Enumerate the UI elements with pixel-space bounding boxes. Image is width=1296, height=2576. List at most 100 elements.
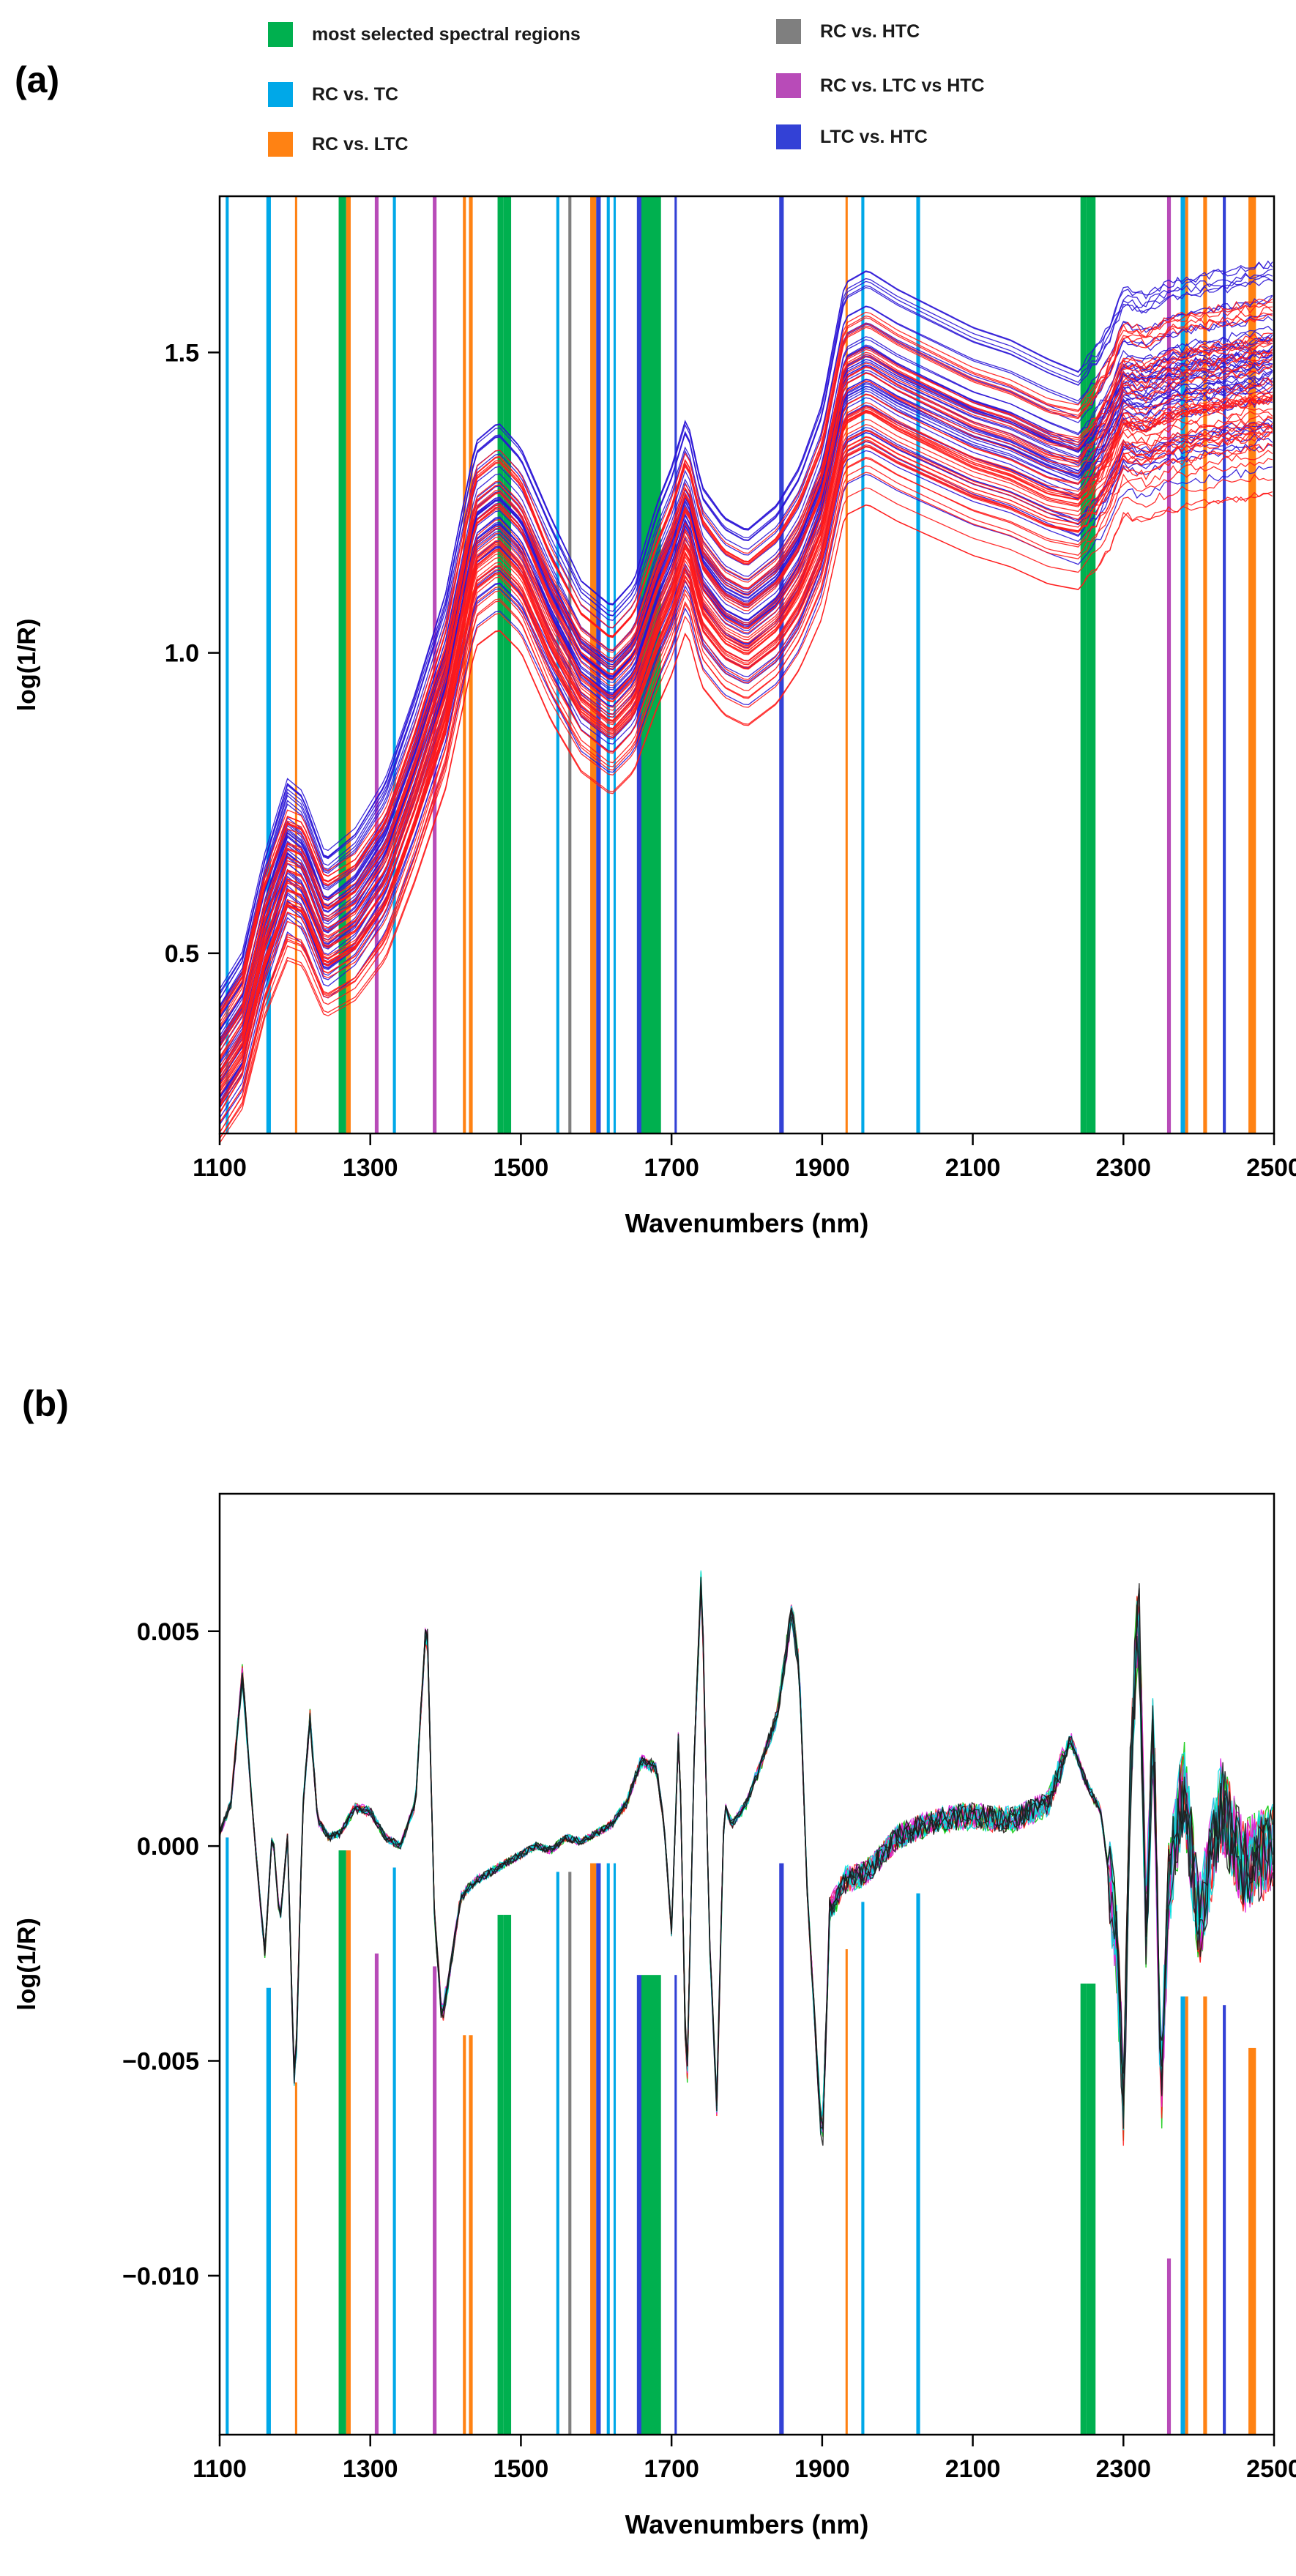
highlight-band: [1223, 196, 1226, 1133]
highlight-band: [294, 196, 297, 1133]
spectrum-line: [219, 268, 1273, 989]
spectrum-line: [219, 379, 1273, 1061]
highlight-band: [1248, 196, 1256, 1133]
highlight-band: [469, 196, 473, 1133]
highlight-band: [1080, 196, 1087, 1133]
highlight-band: [294, 2082, 297, 2435]
highlight-bands: [226, 1837, 1256, 2435]
highlight-band: [916, 1893, 920, 2435]
highlight-band: [596, 1863, 601, 2435]
y-axis-title: log(1/R): [13, 619, 41, 712]
highlight-band: [346, 196, 351, 1133]
highlight-band: [226, 1837, 229, 2435]
highlight-band: [266, 1987, 271, 2435]
highlight-band: [1203, 196, 1207, 1133]
highlight-band: [469, 2035, 473, 2435]
highlight-band: [338, 1850, 346, 2435]
highlight-band: [1080, 1983, 1087, 2435]
legend-item: LTC vs. HTC: [776, 124, 928, 149]
highlight-band: [568, 1872, 572, 2435]
spectrum-line: [219, 394, 1273, 1082]
plot-frame: [218, 1492, 1275, 2436]
highlight-band: [916, 196, 920, 1133]
spectrum-line: [219, 302, 1273, 1023]
x-axis: 1100 1300 1500 1700 1900 2100 2300 2500: [193, 1133, 1296, 1182]
y-tick-label: 0.005: [137, 1618, 199, 1646]
spectrum-line: [219, 273, 1273, 1012]
spectrum-line: [219, 306, 1273, 1014]
highlight-band: [497, 196, 504, 1133]
highlight-band: [374, 1953, 379, 2435]
highlight-band: [433, 196, 437, 1133]
highlight-band: [346, 1850, 351, 2435]
highlight-band: [503, 196, 512, 1133]
highlight-band: [613, 1863, 617, 2435]
spectrum-line: [219, 348, 1273, 1016]
highlight-band: [1203, 1996, 1207, 2435]
x-tick-label: 1700: [644, 1154, 699, 1182]
spectrum-line: [219, 1577, 1273, 2130]
legend: most selected spectral regions RC vs. TC R…: [0, 0, 1296, 176]
highlight-band: [392, 1867, 396, 2435]
x-axis: 1100 1300 1500 1700 1900 2100 2300 2500: [193, 2435, 1296, 2483]
highlight-band: [1166, 2258, 1172, 2435]
x-tick-label: 2300: [1095, 1154, 1151, 1182]
legend-swatch: [776, 73, 801, 98]
highlight-band: [779, 196, 784, 1133]
highlight-band: [1166, 196, 1172, 1133]
x-tick-label: 1900: [794, 1154, 850, 1182]
highlight-band: [590, 1863, 597, 2435]
x-tick-label: 1100: [193, 1154, 247, 1182]
spectrum-line: [219, 491, 1273, 1144]
spectrum-line: [219, 275, 1273, 1006]
legend-item: RC vs. LTC: [268, 132, 409, 157]
highlight-band: [606, 196, 610, 1133]
y-tick-label: 0.000: [137, 1833, 199, 1861]
legend-label: LTC vs. HTC: [820, 126, 928, 147]
highlight-band: [641, 1975, 661, 2435]
spectrum-line: [219, 359, 1273, 1052]
highlight-band: [1086, 1983, 1096, 2435]
legend-swatch: [776, 19, 801, 44]
highlight-band: [392, 196, 396, 1133]
legend-label: RC vs. LTC vs HTC: [820, 75, 985, 96]
x-tick-label: 1100: [193, 2455, 247, 2483]
highlight-band: [1185, 196, 1188, 1133]
highlight-band: [503, 1915, 512, 2435]
legend-item: RC vs. TC: [268, 82, 398, 107]
highlight-band: [463, 2035, 466, 2435]
spectrum-line: [219, 398, 1273, 1103]
y-tick-label: −0.005: [122, 2048, 199, 2076]
spectrum-line: [219, 343, 1273, 1047]
legend-label: most selected spectral regions: [312, 23, 581, 45]
plot-frame: [218, 195, 1275, 1135]
highlight-band: [266, 196, 271, 1133]
spectrum-line: [219, 474, 1273, 1123]
legend-label: RC vs. LTC: [312, 133, 409, 155]
series-lines: [219, 1570, 1273, 2146]
spectrum-line: [219, 351, 1273, 1059]
legend-swatch: [268, 132, 293, 157]
spectrum-line: [219, 430, 1273, 1092]
spectrum-line: [219, 351, 1273, 1032]
x-tick-label: 2500: [1246, 1154, 1296, 1182]
series-lines: [219, 260, 1273, 1144]
spectrum-line: [219, 443, 1273, 1108]
panel-b-label: (b): [22, 1383, 69, 1424]
spectrum-line: [219, 330, 1273, 1019]
highlight-band: [674, 196, 677, 1133]
spectrum-line: [219, 278, 1273, 995]
legend-swatch: [268, 22, 293, 47]
x-tick-label: 1500: [494, 2455, 549, 2483]
highlight-band: [1086, 196, 1096, 1133]
x-tick-label: 1500: [494, 1154, 549, 1182]
highlight-band: [606, 1863, 610, 2435]
highlight-band: [636, 1975, 641, 2435]
panel-a-label: (a): [15, 59, 60, 100]
highlight-band: [226, 196, 229, 1133]
highlight-band: [861, 196, 865, 1133]
legend-label: RC vs. HTC: [820, 21, 920, 42]
highlight-band: [1223, 2005, 1226, 2435]
y-tick-label: 0.5: [165, 940, 199, 968]
legend-item: RC vs. HTC: [776, 19, 920, 44]
